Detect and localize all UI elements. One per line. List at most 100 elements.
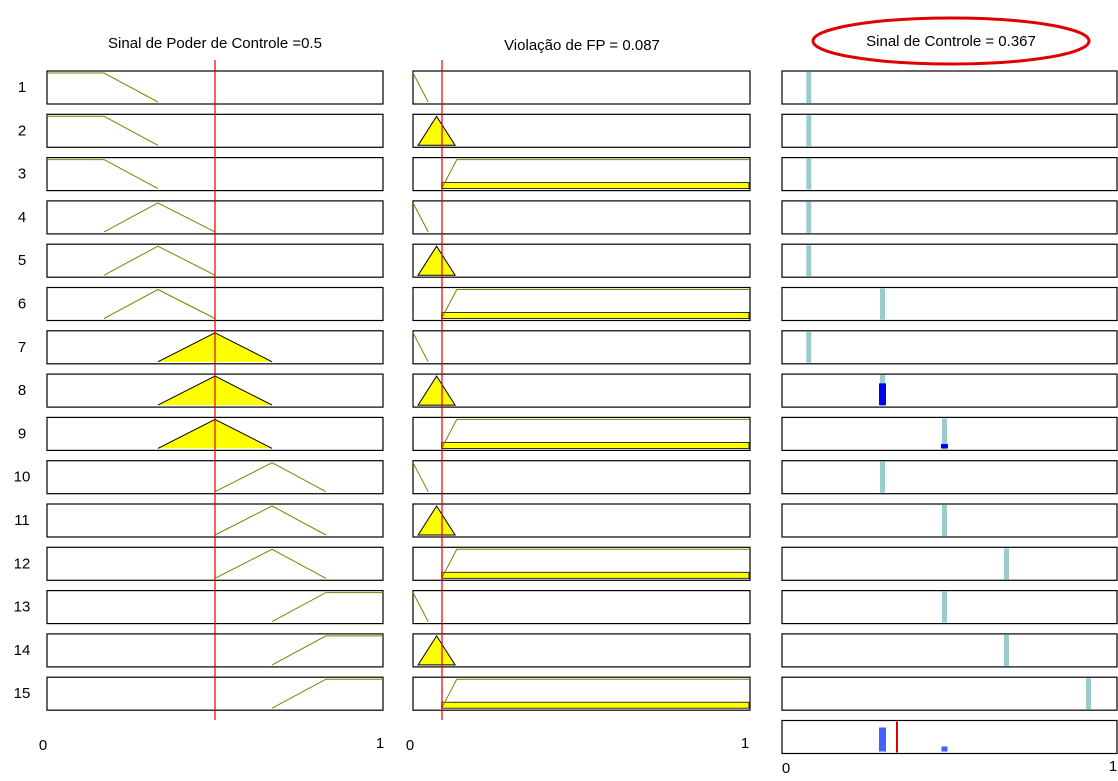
output-bar xyxy=(806,115,812,147)
output-fill xyxy=(879,383,886,406)
output-bar xyxy=(1003,634,1009,666)
output-bar xyxy=(1086,678,1092,710)
output-bar xyxy=(806,331,812,363)
row-label: 4 xyxy=(18,209,26,226)
membership xyxy=(103,202,216,233)
rule-box xyxy=(781,200,1118,235)
membership xyxy=(441,418,750,449)
aggregate-box xyxy=(781,719,1118,755)
membership xyxy=(271,678,383,709)
membership xyxy=(441,159,750,189)
rule-box xyxy=(781,157,1118,192)
rule-box xyxy=(412,330,751,365)
rule-box xyxy=(412,503,751,538)
rule-box xyxy=(781,676,1118,711)
rule-box xyxy=(412,200,751,235)
rule-box xyxy=(781,113,1118,148)
rule-box xyxy=(781,286,1118,322)
row-label: 10 xyxy=(14,469,31,486)
axis-label: 1 xyxy=(376,735,384,752)
row-label: 7 xyxy=(18,339,26,356)
membership xyxy=(412,72,429,103)
row-label: 15 xyxy=(14,685,31,702)
axis-label: 0 xyxy=(782,760,790,776)
row-label: 8 xyxy=(18,382,26,399)
membership xyxy=(103,288,216,319)
rule-box xyxy=(781,503,1118,538)
row-label: 13 xyxy=(14,599,31,616)
rule-box xyxy=(412,633,751,668)
rule-box xyxy=(781,460,1118,495)
membership xyxy=(214,462,327,493)
output-bar xyxy=(806,245,812,277)
output-bar xyxy=(941,418,947,450)
rule-box xyxy=(781,330,1118,365)
rule-box xyxy=(412,589,751,625)
output-bar xyxy=(1003,548,1009,580)
membership xyxy=(103,245,216,276)
membership xyxy=(417,375,457,406)
membership xyxy=(417,115,457,146)
aggregate-fill xyxy=(941,746,948,752)
row-label: 5 xyxy=(18,252,26,269)
rule-box xyxy=(412,70,751,105)
rule-box xyxy=(781,589,1118,625)
output-fill xyxy=(940,444,948,449)
membership xyxy=(214,548,327,579)
membership xyxy=(412,462,429,492)
membership xyxy=(417,634,457,666)
rule-box xyxy=(781,373,1118,408)
row-label: 6 xyxy=(18,295,26,312)
aggregate-fill xyxy=(879,727,886,752)
output-bar xyxy=(806,72,812,103)
membership xyxy=(214,505,327,536)
membership xyxy=(417,245,457,276)
row-label: 3 xyxy=(18,166,26,183)
row-label: 12 xyxy=(14,555,31,572)
column-title: Sinal de Poder de Controle =0.5 xyxy=(108,35,322,52)
membership-fill xyxy=(441,571,750,579)
axis-label: 1 xyxy=(741,735,749,752)
row-label: 14 xyxy=(14,642,31,659)
membership xyxy=(412,202,429,233)
rule-box xyxy=(412,373,751,408)
membership xyxy=(412,592,429,622)
column-title: Violação de FP = 0.087 xyxy=(504,37,660,54)
row-label: 2 xyxy=(18,122,26,139)
rule-box xyxy=(412,113,751,148)
output-bar xyxy=(941,505,947,536)
rule-box xyxy=(781,70,1118,105)
rule-box xyxy=(412,460,751,495)
membership xyxy=(441,289,750,319)
membership xyxy=(412,332,429,363)
output-bar xyxy=(880,461,885,493)
axis-label: 0 xyxy=(39,737,47,754)
membership xyxy=(47,115,159,146)
rule-box xyxy=(781,243,1118,278)
output-bar xyxy=(806,158,812,190)
row-label: 9 xyxy=(18,425,26,442)
output-bar xyxy=(941,591,947,623)
membership xyxy=(441,678,750,709)
rule-box xyxy=(781,633,1118,668)
membership xyxy=(271,635,383,666)
membership xyxy=(441,548,750,579)
membership xyxy=(417,505,457,536)
rule-box xyxy=(412,243,751,278)
membership-fill xyxy=(441,441,750,449)
output-bar xyxy=(806,201,812,233)
membership-fill xyxy=(441,312,750,319)
axis-label: 0 xyxy=(406,737,414,754)
membership xyxy=(47,159,159,190)
membership-fill xyxy=(441,182,750,190)
rule-box xyxy=(781,416,1118,451)
highlight-ellipse xyxy=(811,16,1091,66)
column-title: Sinal de Controle = 0.367 xyxy=(866,33,1036,50)
membership xyxy=(47,72,159,103)
membership-fill xyxy=(441,701,750,709)
output-bar xyxy=(880,288,885,320)
row-label: 1 xyxy=(18,79,26,96)
axis-label: 1 xyxy=(1109,758,1117,775)
rule-box xyxy=(781,546,1118,581)
